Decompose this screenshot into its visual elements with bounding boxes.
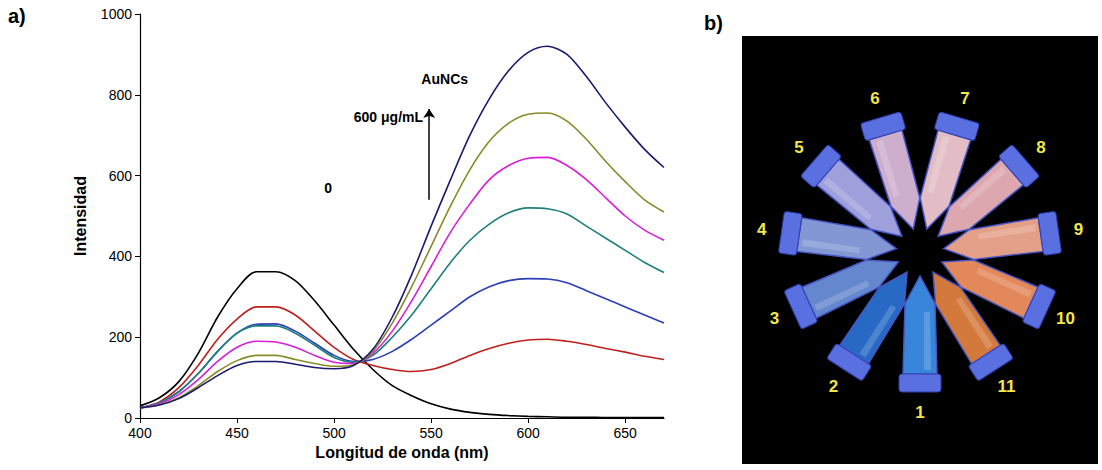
- svg-text:b): b): [704, 12, 723, 34]
- svg-text:400: 400: [109, 248, 133, 264]
- svg-text:1000: 1000: [101, 6, 132, 22]
- svg-text:800: 800: [109, 87, 133, 103]
- svg-text:5: 5: [794, 138, 803, 157]
- svg-text:600: 600: [516, 425, 540, 441]
- svg-text:a): a): [8, 5, 26, 27]
- svg-text:9: 9: [1074, 220, 1083, 239]
- svg-text:1: 1: [915, 403, 924, 422]
- svg-text:600: 600: [109, 168, 133, 184]
- svg-text:2: 2: [829, 377, 838, 396]
- svg-text:200: 200: [109, 329, 133, 345]
- svg-text:7: 7: [960, 89, 969, 108]
- svg-text:8: 8: [1036, 138, 1045, 157]
- svg-text:10: 10: [1056, 309, 1075, 328]
- svg-text:600 μg/mL: 600 μg/mL: [354, 109, 424, 125]
- svg-text:0: 0: [124, 410, 132, 426]
- svg-text:Longitud de onda (nm): Longitud de onda (nm): [315, 444, 488, 461]
- svg-text:450: 450: [225, 425, 249, 441]
- svg-text:650: 650: [614, 425, 638, 441]
- svg-text:550: 550: [419, 425, 443, 441]
- svg-text:Intensidad: Intensidad: [72, 176, 89, 256]
- svg-text:400: 400: [128, 425, 152, 441]
- svg-text:500: 500: [322, 425, 346, 441]
- svg-text:4: 4: [757, 220, 767, 239]
- svg-text:11: 11: [998, 377, 1016, 396]
- svg-text:0: 0: [324, 180, 332, 196]
- svg-text:6: 6: [870, 89, 879, 108]
- svg-text:3: 3: [770, 309, 779, 328]
- svg-text:AuNCs: AuNCs: [421, 71, 468, 87]
